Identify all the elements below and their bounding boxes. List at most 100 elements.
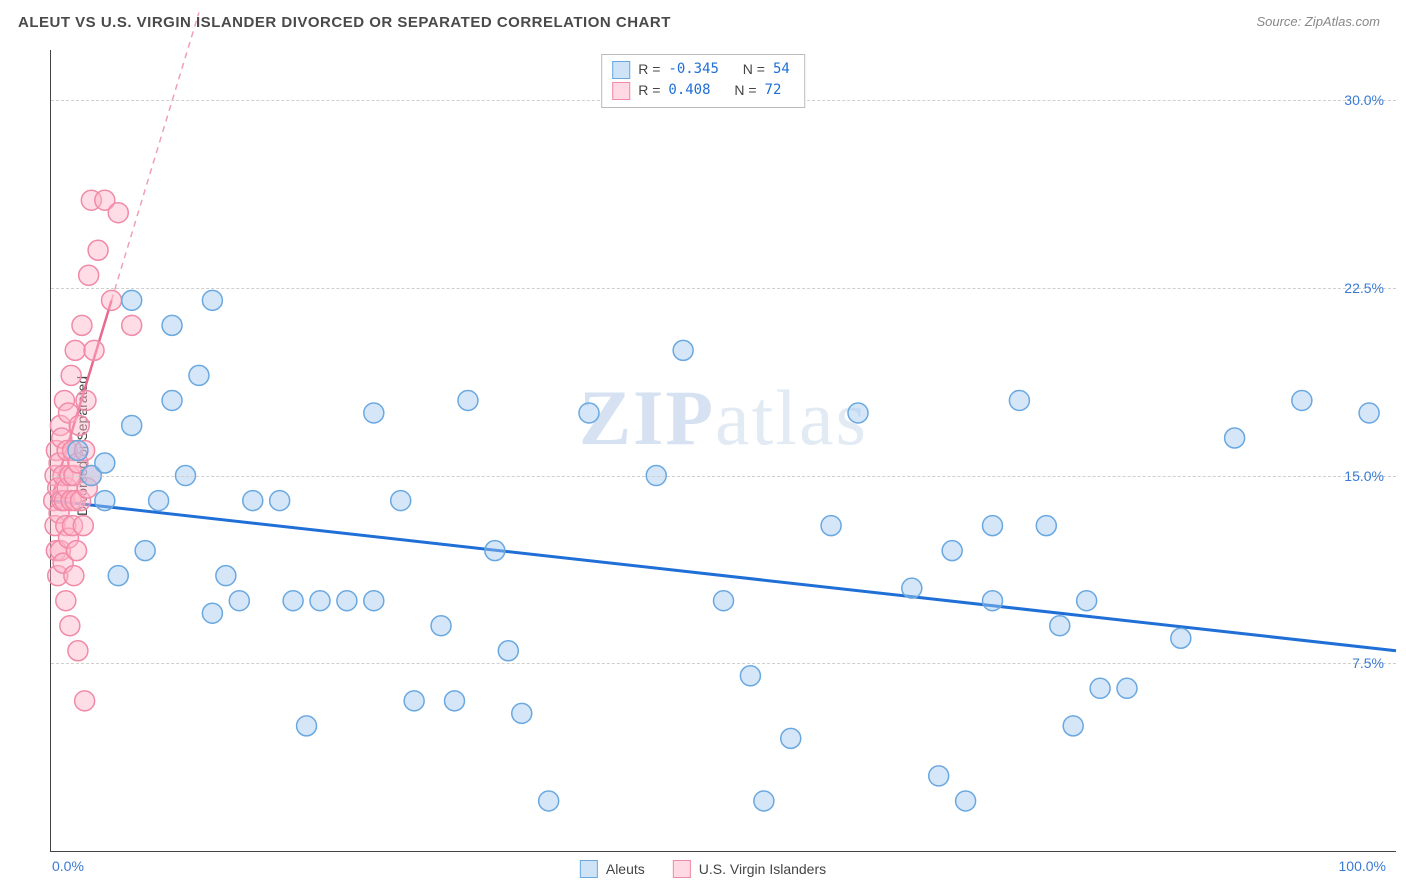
data-point-pink [88,240,108,260]
y-tick-label: 22.5% [1344,280,1384,296]
data-point-blue [512,703,532,723]
series-legend: Aleuts U.S. Virgin Islanders [580,860,826,878]
data-point-blue [754,791,774,811]
data-point-blue [458,390,478,410]
data-point-blue [149,491,169,511]
data-point-blue [337,591,357,611]
data-point-pink [76,390,96,410]
data-point-blue [1077,591,1097,611]
data-point-blue [942,541,962,561]
data-point-blue [1063,716,1083,736]
legend-swatch-blue [580,860,598,878]
data-point-blue [431,616,451,636]
data-point-blue [673,340,693,360]
data-point-blue [740,666,760,686]
data-point-blue [135,541,155,561]
data-point-blue [445,691,465,711]
data-point-blue [122,290,142,310]
y-tick-label: 7.5% [1352,655,1384,671]
data-point-blue [1225,428,1245,448]
stat-legend-row: R = 0.408 N = 72 [612,80,790,101]
stat-n-value: 72 [765,80,782,101]
stat-r-value: 0.408 [668,80,710,101]
correlation-legend: R = -0.345 N = 54R = 0.408 N = 72 [601,54,805,108]
data-point-blue [1036,516,1056,536]
chart-plot-area: ZIPatlas 7.5%15.0%22.5%30.0% [50,50,1396,852]
legend-swatch-pink [612,82,630,100]
data-point-blue [1359,403,1379,423]
data-point-blue [1050,616,1070,636]
trend-line-blue [51,501,1396,651]
stat-r-label: R = [638,59,660,80]
stat-n-value: 54 [773,59,790,80]
data-point-blue [189,365,209,385]
data-point-blue [1090,678,1110,698]
data-point-blue [821,516,841,536]
data-point-blue [404,691,424,711]
data-point-blue [202,290,222,310]
data-point-pink [68,641,88,661]
data-point-pink [61,365,81,385]
data-point-blue [364,591,384,611]
trend-line-pink-extrapolated [112,12,199,300]
data-point-blue [95,453,115,473]
legend-label: U.S. Virgin Islanders [699,861,826,877]
data-point-blue [68,441,88,461]
data-point-blue [283,591,303,611]
data-point-blue [270,491,290,511]
legend-swatch-blue [612,61,630,79]
data-point-blue [983,516,1003,536]
data-point-blue [579,403,599,423]
data-point-pink [84,340,104,360]
data-point-blue [714,591,734,611]
x-axis-min-label: 0.0% [52,858,84,874]
data-point-blue [108,566,128,586]
chart-header: ALEUT VS U.S. VIRGIN ISLANDER DIVORCED O… [0,0,1406,50]
data-point-pink [122,315,142,335]
data-point-pink [65,340,85,360]
data-point-blue [485,541,505,561]
chart-title: ALEUT VS U.S. VIRGIN ISLANDER DIVORCED O… [18,14,671,31]
data-point-blue [95,491,115,511]
data-point-blue [122,415,142,435]
data-point-pink [75,691,95,711]
data-point-blue [297,716,317,736]
data-point-blue [902,578,922,598]
x-axis-max-label: 100.0% [1339,858,1386,874]
data-point-blue [229,591,249,611]
data-point-blue [539,791,559,811]
data-point-pink [108,203,128,223]
stat-legend-row: R =-0.345 N =54 [612,59,790,80]
stat-r-label: R = [638,80,660,101]
data-point-blue [243,491,263,511]
gridline [51,476,1396,477]
scatter-svg [51,50,1396,851]
y-tick-label: 30.0% [1344,92,1384,108]
data-point-pink [56,591,76,611]
legend-item-blue: Aleuts [580,860,645,878]
gridline [51,663,1396,664]
data-point-pink [73,516,93,536]
data-point-blue [364,403,384,423]
legend-label: Aleuts [606,861,645,877]
data-point-blue [216,566,236,586]
data-point-pink [69,415,89,435]
legend-item-pink: U.S. Virgin Islanders [673,860,826,878]
data-point-blue [929,766,949,786]
stat-r-value: -0.345 [668,59,719,80]
data-point-blue [1009,390,1029,410]
data-point-blue [391,491,411,511]
data-point-blue [956,791,976,811]
data-point-blue [202,603,222,623]
data-point-blue [162,315,182,335]
data-point-pink [72,315,92,335]
stat-n-label: N = [734,80,756,101]
data-point-blue [1292,390,1312,410]
data-point-blue [848,403,868,423]
legend-swatch-pink [673,860,691,878]
data-point-blue [162,390,182,410]
data-point-blue [310,591,330,611]
gridline [51,288,1396,289]
data-point-blue [1117,678,1137,698]
data-point-pink [102,290,122,310]
